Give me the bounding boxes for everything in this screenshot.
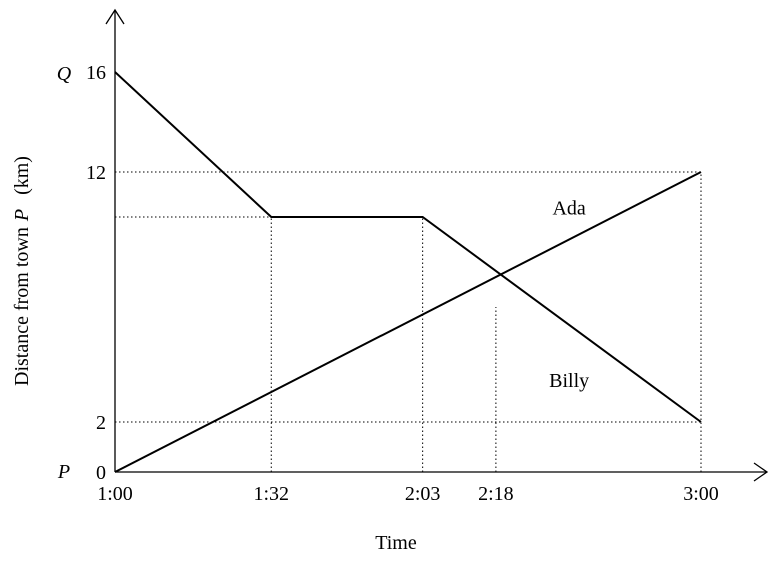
series-label-ada: Ada	[552, 198, 585, 220]
y-axis-point-label-p: P	[57, 461, 70, 483]
series-lines	[114, 71, 702, 473]
y-tick-label: 0	[96, 462, 106, 484]
y-axis-point-label-q: Q	[57, 63, 72, 85]
y-axis-title-prefix: Distance from town	[11, 227, 33, 386]
x-tick-label: 3:00	[683, 483, 719, 505]
series-labels: Ada Billy	[549, 198, 589, 393]
y-tick-label: 16	[86, 62, 106, 84]
y-tick-label: 12	[86, 162, 106, 184]
x-tick-label: 1:32	[253, 483, 289, 505]
series-label-billy: Billy	[549, 370, 589, 392]
series-line-billy	[114, 71, 702, 423]
x-tick-label: 1:00	[97, 483, 133, 505]
y-axis-title: Distance from town P (km)	[11, 156, 33, 386]
x-tick-label: 2:03	[405, 483, 441, 505]
y-axis-title-town: P	[11, 209, 33, 222]
tick-labels: 1:00 1:32 2:03 2:18 3:00 0 2 12 16	[86, 62, 719, 505]
x-axis-arrowhead	[753, 462, 769, 482]
y-axis-title-unit: (km)	[11, 156, 33, 195]
y-axis-arrowhead	[105, 8, 125, 25]
series-line-ada	[114, 171, 702, 473]
x-tick-label: 2:18	[478, 483, 514, 505]
y-tick-label: 2	[96, 412, 106, 434]
x-axis-title: Time	[375, 532, 417, 554]
axes	[105, 8, 769, 482]
